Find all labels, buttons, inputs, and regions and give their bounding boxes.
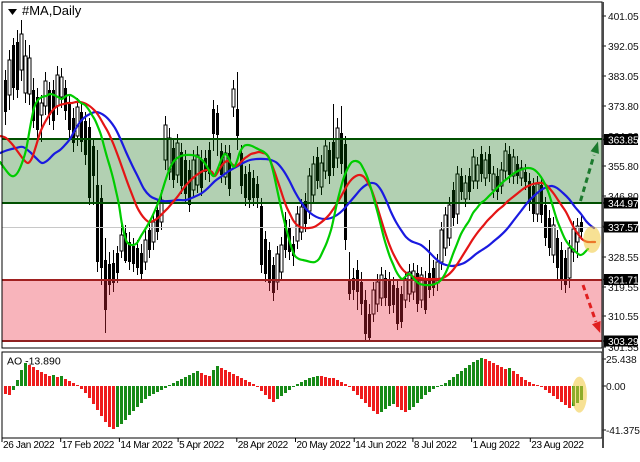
- svg-text:346.80: 346.80: [608, 192, 639, 203]
- svg-text:321.71: 321.71: [608, 275, 639, 286]
- svg-text:0.00: 0.00: [606, 382, 626, 393]
- svg-text:310.55: 310.55: [608, 312, 639, 323]
- svg-text:-41.375: -41.375: [606, 426, 640, 437]
- svg-text:#MA,Daily: #MA,Daily: [22, 3, 82, 18]
- svg-text:301.55: 301.55: [608, 343, 639, 354]
- svg-text:373.80: 373.80: [608, 102, 639, 113]
- svg-text:355.80: 355.80: [608, 162, 639, 173]
- svg-text:392.05: 392.05: [608, 42, 639, 53]
- svg-text:383.05: 383.05: [608, 72, 639, 83]
- svg-text:363.85: 363.85: [608, 135, 639, 146]
- svg-text:1 Aug 2022: 1 Aug 2022: [473, 440, 521, 451]
- svg-text:14 Mar 2022: 14 Mar 2022: [120, 440, 173, 451]
- svg-text:20 May 2022: 20 May 2022: [297, 440, 352, 451]
- svg-text:344.97: 344.97: [608, 199, 639, 210]
- svg-text:319.55: 319.55: [608, 283, 639, 294]
- svg-text:17 Feb 2022: 17 Feb 2022: [62, 440, 115, 451]
- svg-text:401.05: 401.05: [608, 12, 639, 23]
- svg-text:AO -13.890: AO -13.890: [7, 356, 61, 368]
- svg-text:14 Jun 2022: 14 Jun 2022: [355, 440, 407, 451]
- svg-text:26 Jan 2022: 26 Jan 2022: [3, 440, 55, 451]
- svg-text:25.438: 25.438: [606, 355, 637, 366]
- svg-text:23 Aug 2022: 23 Aug 2022: [531, 440, 584, 451]
- svg-text:328.55: 328.55: [608, 253, 639, 264]
- svg-text:337.57: 337.57: [608, 223, 639, 234]
- svg-text:28 Apr 2022: 28 Apr 2022: [238, 440, 289, 451]
- svg-text:8 Jul 2022: 8 Jul 2022: [414, 440, 457, 451]
- svg-text:303.29: 303.29: [608, 337, 639, 348]
- svg-text:5 Apr 2022: 5 Apr 2022: [179, 440, 225, 451]
